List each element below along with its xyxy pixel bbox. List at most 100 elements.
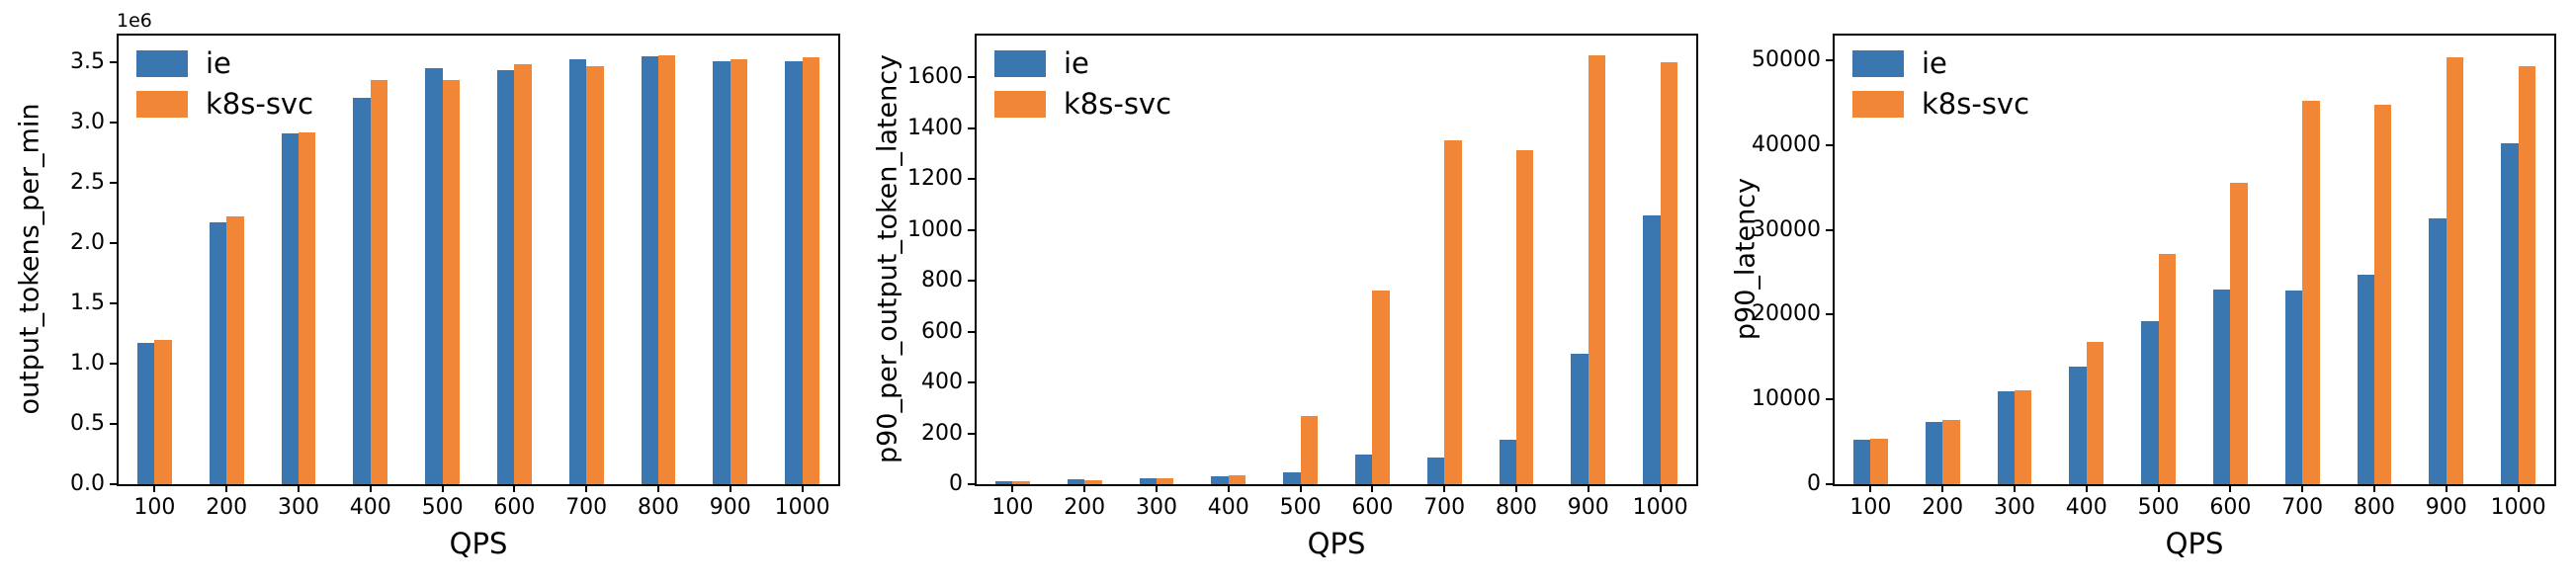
legend-item-k8s-svc: k8s-svc	[1852, 90, 2029, 119]
y-tick-label: 600	[921, 318, 963, 344]
x-tick-label: 800	[638, 495, 679, 520]
legend-label-k8s-svc: k8s-svc	[1922, 87, 2030, 121]
bar-k8s-svc-qps-400	[1228, 474, 1246, 484]
y-tick-mark	[110, 483, 119, 485]
y-axis-offset-text: 1e6	[117, 10, 152, 32]
y-tick-label: 1.0	[70, 350, 105, 376]
y-tick-label: 2.5	[70, 169, 105, 195]
bar-k8s-svc-qps-600	[1372, 291, 1390, 484]
x-tick-label: 500	[421, 495, 464, 520]
bar-ie-qps-600	[496, 70, 515, 484]
y-tick-mark	[968, 330, 977, 333]
bar-k8s-svc-qps-800	[2374, 105, 2392, 484]
bar-ie-qps-200	[1925, 422, 1943, 484]
bar-k8s-svc-qps-500	[442, 80, 461, 484]
x-tick-mark	[585, 484, 588, 492]
y-tick-mark	[1826, 398, 1835, 401]
x-tick-mark	[153, 484, 156, 492]
x-tick-label: 700	[565, 495, 608, 520]
x-tick-label: 300	[1994, 495, 2035, 520]
bar-ie-qps-200	[1067, 479, 1085, 484]
x-tick-label: 400	[349, 495, 391, 520]
bar-k8s-svc-qps-300	[299, 131, 316, 484]
x-tick-mark	[1299, 484, 1302, 492]
x-tick-mark	[441, 484, 444, 492]
y-tick-mark	[968, 280, 977, 283]
y-tick-label: 0	[1807, 471, 1821, 496]
y-tick-label: 800	[921, 268, 963, 293]
bar-k8s-svc-qps-1000	[1660, 61, 1678, 484]
x-tick-mark	[369, 484, 372, 492]
legend: ie k8s-svc	[1852, 49, 2029, 130]
x-tick-mark	[298, 484, 300, 492]
bar-ie-qps-800	[2357, 275, 2374, 484]
bar-k8s-svc-qps-200	[1084, 479, 1102, 484]
legend-swatch-k8s-svc	[994, 91, 1046, 118]
x-tick-label: 500	[1279, 495, 1322, 520]
bar-k8s-svc-qps-1000	[2518, 65, 2536, 484]
plot-area: ie k8s-svc 0 200 400 600 800 1000 1200 1400 1600…	[907, 34, 1698, 520]
bar-k8s-svc-qps-500	[2158, 254, 2177, 484]
x-tick-mark	[1156, 484, 1158, 492]
y-tick-mark	[968, 76, 977, 79]
x-tick-mark	[2229, 484, 2232, 492]
y-tick-mark	[1826, 58, 1835, 61]
legend-label-k8s-svc: k8s-svc	[1064, 87, 1172, 121]
legend-item-k8s-svc: k8s-svc	[136, 90, 313, 119]
y-tick-mark	[1826, 228, 1835, 231]
legend-label-ie: ie	[1922, 46, 1947, 80]
legend-label-ie: ie	[1064, 46, 1089, 80]
y-tick-mark	[1826, 313, 1835, 316]
legend-swatch-k8s-svc	[1852, 91, 1904, 118]
bar-k8s-svc-qps-700	[1444, 139, 1462, 484]
x-tick-mark	[2301, 484, 2304, 492]
y-tick-mark	[968, 483, 977, 485]
x-tick-label: 300	[1136, 495, 1177, 520]
x-tick-label: 1000	[2490, 495, 2546, 520]
x-axis-label: QPS	[2165, 527, 2224, 560]
x-tick-label: 300	[278, 495, 319, 520]
chart-output-tokens-per-min: output_tokens_per_min 1e6 ie k8s-svc 0.0…	[0, 0, 858, 585]
plot-area: 1e6 ie k8s-svc 0.0 0.5 1.0 1.5 2.0 2.5 3.0 3.5 1…	[70, 10, 840, 520]
x-tick-label: 800	[1496, 495, 1537, 520]
y-tick-mark	[968, 126, 977, 129]
x-tick-label: 200	[1064, 495, 1106, 520]
bar-ie-qps-800	[641, 56, 658, 484]
x-tick-mark	[1659, 484, 1662, 492]
y-tick-label: 40000	[1752, 131, 1821, 157]
y-tick-mark	[968, 381, 977, 384]
y-tick-label: 200	[921, 420, 963, 446]
plot-wrapper: ie k8s-svc 0 10000 20000 30000 40000 50000 100…	[1752, 34, 2556, 560]
chart-p90-latency: p90_latency ie k8s-svc 0 10000 20000 30000 4…	[1716, 0, 2574, 585]
bar-ie-qps-500	[425, 67, 443, 484]
x-tick-label: 900	[709, 495, 751, 520]
bar-k8s-svc-qps-200	[226, 216, 244, 484]
bar-k8s-svc-qps-400	[370, 80, 388, 484]
x-tick-label: 800	[2354, 495, 2395, 520]
bar-k8s-svc-qps-400	[2086, 341, 2104, 484]
y-axis-label: output_tokens_per_min	[14, 103, 45, 415]
y-tick-label: 3.0	[70, 109, 105, 134]
x-tick-label: 1000	[1632, 495, 1688, 520]
bar-ie-qps-600	[2212, 289, 2231, 484]
y-tick-mark	[110, 181, 119, 184]
bar-k8s-svc-qps-500	[1300, 416, 1319, 484]
bar-k8s-svc-qps-700	[2302, 101, 2320, 484]
y-tick-label: 1000	[907, 216, 963, 242]
bar-ie-qps-1000	[785, 61, 803, 484]
bar-k8s-svc-qps-700	[586, 65, 604, 484]
x-tick-label: 900	[1567, 495, 1609, 520]
bar-k8s-svc-qps-100	[1870, 438, 1888, 484]
y-tick-mark	[1826, 483, 1835, 485]
legend-swatch-ie	[994, 50, 1046, 77]
y-tick-mark	[110, 121, 119, 124]
bar-k8s-svc-qps-900	[730, 58, 748, 484]
legend-item-k8s-svc: k8s-svc	[994, 90, 1171, 119]
x-tick-mark	[2085, 484, 2088, 492]
bar-ie-qps-700	[568, 59, 587, 484]
bar-ie-qps-1000	[1643, 215, 1661, 484]
bar-ie-qps-900	[2429, 218, 2447, 484]
plot-wrapper: ie k8s-svc 0 200 400 600 800 1000 1200 1400 1600…	[907, 34, 1698, 558]
bar-ie-qps-800	[1499, 439, 1516, 484]
